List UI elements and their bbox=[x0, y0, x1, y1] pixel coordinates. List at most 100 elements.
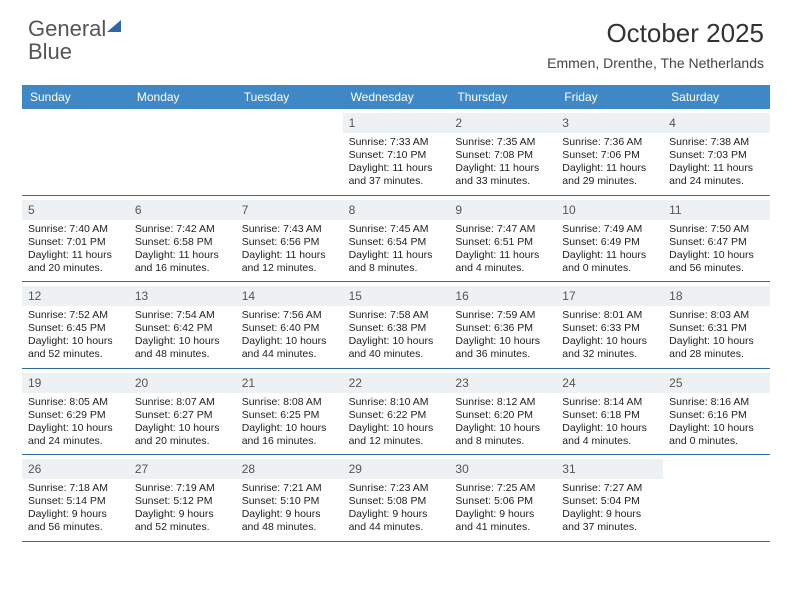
daylight2-label: and 36 minutes. bbox=[455, 348, 550, 361]
day-number: 3 bbox=[556, 113, 663, 133]
daylight1-label: Daylight: 10 hours bbox=[562, 335, 657, 348]
day-number: 8 bbox=[343, 200, 450, 220]
day-number: 29 bbox=[343, 459, 450, 479]
daylight1-label: Daylight: 9 hours bbox=[455, 508, 550, 521]
daylight2-label: and 40 minutes. bbox=[349, 348, 444, 361]
sunset-label: Sunset: 5:04 PM bbox=[562, 495, 657, 508]
month-title: October 2025 bbox=[547, 18, 764, 49]
daylight1-label: Daylight: 10 hours bbox=[669, 249, 764, 262]
day-cell: 6Sunrise: 7:42 AMSunset: 6:58 PMDaylight… bbox=[129, 196, 236, 282]
day-number: 27 bbox=[129, 459, 236, 479]
day-number: 5 bbox=[22, 200, 129, 220]
daylight1-label: Daylight: 10 hours bbox=[242, 335, 337, 348]
day-cell: 8Sunrise: 7:45 AMSunset: 6:54 PMDaylight… bbox=[343, 196, 450, 282]
sunrise-label: Sunrise: 8:05 AM bbox=[28, 396, 123, 409]
sunrise-label: Sunrise: 7:40 AM bbox=[28, 223, 123, 236]
sunset-label: Sunset: 6:47 PM bbox=[669, 236, 764, 249]
day-cell: 10Sunrise: 7:49 AMSunset: 6:49 PMDayligh… bbox=[556, 196, 663, 282]
daylight2-label: and 0 minutes. bbox=[669, 435, 764, 448]
day-cell: 28Sunrise: 7:21 AMSunset: 5:10 PMDayligh… bbox=[236, 455, 343, 541]
daylight2-label: and 24 minutes. bbox=[669, 175, 764, 188]
location-label: Emmen, Drenthe, The Netherlands bbox=[547, 55, 764, 71]
sunrise-label: Sunrise: 8:12 AM bbox=[455, 396, 550, 409]
day-cell: 17Sunrise: 8:01 AMSunset: 6:33 PMDayligh… bbox=[556, 282, 663, 368]
daylight2-label: and 4 minutes. bbox=[455, 262, 550, 275]
daylight1-label: Daylight: 10 hours bbox=[349, 335, 444, 348]
day-cell: 31Sunrise: 7:27 AMSunset: 5:04 PMDayligh… bbox=[556, 455, 663, 541]
page-header: General Blue October 2025 Emmen, Drenthe… bbox=[0, 0, 792, 75]
sunset-label: Sunset: 5:08 PM bbox=[349, 495, 444, 508]
logo-text-block: General Blue bbox=[28, 18, 121, 64]
daylight1-label: Daylight: 9 hours bbox=[242, 508, 337, 521]
sunrise-label: Sunrise: 7:42 AM bbox=[135, 223, 230, 236]
sunset-label: Sunset: 6:31 PM bbox=[669, 322, 764, 335]
day-cell: 25Sunrise: 8:16 AMSunset: 6:16 PMDayligh… bbox=[663, 369, 770, 455]
sunset-label: Sunset: 5:10 PM bbox=[242, 495, 337, 508]
daylight2-label: and 16 minutes. bbox=[242, 435, 337, 448]
day-number: 1 bbox=[343, 113, 450, 133]
day-number: 12 bbox=[22, 286, 129, 306]
day-number: 25 bbox=[663, 373, 770, 393]
daylight1-label: Daylight: 10 hours bbox=[135, 422, 230, 435]
day-number: 15 bbox=[343, 286, 450, 306]
sunrise-label: Sunrise: 7:47 AM bbox=[455, 223, 550, 236]
daylight2-label: and 56 minutes. bbox=[669, 262, 764, 275]
day-number: 30 bbox=[449, 459, 556, 479]
daylight2-label: and 20 minutes. bbox=[135, 435, 230, 448]
daylight2-label: and 24 minutes. bbox=[28, 435, 123, 448]
day-cell: 29Sunrise: 7:23 AMSunset: 5:08 PMDayligh… bbox=[343, 455, 450, 541]
daylight2-label: and 16 minutes. bbox=[135, 262, 230, 275]
dow-tuesday: Tuesday bbox=[236, 85, 343, 109]
sunrise-label: Sunrise: 7:19 AM bbox=[135, 482, 230, 495]
daylight2-label: and 52 minutes. bbox=[135, 521, 230, 534]
daylight1-label: Daylight: 10 hours bbox=[669, 335, 764, 348]
daylight1-label: Daylight: 11 hours bbox=[562, 162, 657, 175]
sunset-label: Sunset: 6:29 PM bbox=[28, 409, 123, 422]
daylight2-label: and 48 minutes. bbox=[242, 521, 337, 534]
day-cell: 24Sunrise: 8:14 AMSunset: 6:18 PMDayligh… bbox=[556, 369, 663, 455]
day-cell: 26Sunrise: 7:18 AMSunset: 5:14 PMDayligh… bbox=[22, 455, 129, 541]
daylight2-label: and 44 minutes. bbox=[242, 348, 337, 361]
day-number: 20 bbox=[129, 373, 236, 393]
day-cell: 13Sunrise: 7:54 AMSunset: 6:42 PMDayligh… bbox=[129, 282, 236, 368]
logo-text-general: General bbox=[28, 16, 106, 41]
logo: General Blue bbox=[28, 18, 121, 64]
daylight1-label: Daylight: 10 hours bbox=[349, 422, 444, 435]
sunset-label: Sunset: 6:33 PM bbox=[562, 322, 657, 335]
day-cell bbox=[129, 109, 236, 195]
day-cell: 4Sunrise: 7:38 AMSunset: 7:03 PMDaylight… bbox=[663, 109, 770, 195]
sunrise-label: Sunrise: 8:01 AM bbox=[562, 309, 657, 322]
daylight2-label: and 32 minutes. bbox=[562, 348, 657, 361]
logo-text-blue: Blue bbox=[28, 39, 72, 64]
week-row: 12Sunrise: 7:52 AMSunset: 6:45 PMDayligh… bbox=[22, 282, 770, 369]
sunset-label: Sunset: 6:36 PM bbox=[455, 322, 550, 335]
days-of-week-row: SundayMondayTuesdayWednesdayThursdayFrid… bbox=[22, 85, 770, 109]
day-number: 26 bbox=[22, 459, 129, 479]
sunrise-label: Sunrise: 7:58 AM bbox=[349, 309, 444, 322]
sunset-label: Sunset: 6:45 PM bbox=[28, 322, 123, 335]
sunset-label: Sunset: 6:38 PM bbox=[349, 322, 444, 335]
sunset-label: Sunset: 6:49 PM bbox=[562, 236, 657, 249]
daylight2-label: and 4 minutes. bbox=[562, 435, 657, 448]
daylight2-label: and 12 minutes. bbox=[349, 435, 444, 448]
day-cell: 2Sunrise: 7:35 AMSunset: 7:08 PMDaylight… bbox=[449, 109, 556, 195]
day-cell bbox=[22, 109, 129, 195]
daylight2-label: and 29 minutes. bbox=[562, 175, 657, 188]
daylight1-label: Daylight: 9 hours bbox=[349, 508, 444, 521]
day-number: 13 bbox=[129, 286, 236, 306]
sunset-label: Sunset: 7:06 PM bbox=[562, 149, 657, 162]
day-number: 21 bbox=[236, 373, 343, 393]
sunset-label: Sunset: 6:20 PM bbox=[455, 409, 550, 422]
dow-monday: Monday bbox=[129, 85, 236, 109]
dow-friday: Friday bbox=[556, 85, 663, 109]
sunrise-label: Sunrise: 7:33 AM bbox=[349, 136, 444, 149]
daylight1-label: Daylight: 10 hours bbox=[135, 335, 230, 348]
day-number: 14 bbox=[236, 286, 343, 306]
daylight2-label: and 0 minutes. bbox=[562, 262, 657, 275]
day-cell bbox=[236, 109, 343, 195]
daylight1-label: Daylight: 11 hours bbox=[455, 162, 550, 175]
sunrise-label: Sunrise: 7:38 AM bbox=[669, 136, 764, 149]
daylight1-label: Daylight: 11 hours bbox=[562, 249, 657, 262]
day-cell: 7Sunrise: 7:43 AMSunset: 6:56 PMDaylight… bbox=[236, 196, 343, 282]
day-cell: 19Sunrise: 8:05 AMSunset: 6:29 PMDayligh… bbox=[22, 369, 129, 455]
